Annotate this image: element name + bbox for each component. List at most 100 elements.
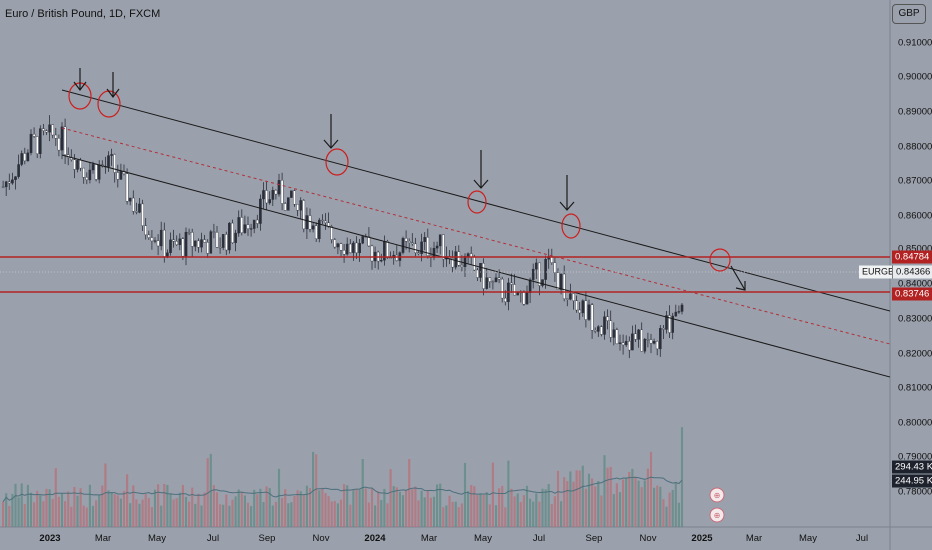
volume-bar: [82, 505, 85, 527]
volume-bar: [246, 502, 250, 527]
candle: [221, 234, 225, 248]
candle: [668, 315, 671, 333]
highlight-circle[interactable]: [325, 148, 349, 176]
candle: [277, 180, 281, 195]
volume-bar: [364, 488, 367, 527]
volume-bar: [73, 486, 76, 527]
volume-bar: [163, 483, 166, 527]
volume-bar: [374, 505, 377, 527]
volume-bar: [318, 490, 321, 527]
volume-bar: [501, 485, 504, 527]
volume-bar: [612, 494, 615, 527]
arrow-down-right-icon[interactable]: [730, 265, 746, 291]
candle: [29, 133, 33, 154]
event-marker-icon[interactable]: ⊕: [709, 487, 725, 503]
volume-bar: [429, 497, 432, 527]
candle: [618, 342, 622, 344]
volume-bar: [104, 463, 107, 527]
candle: [423, 237, 427, 243]
volume-bar: [175, 498, 178, 527]
svg-text:⊕: ⊕: [714, 491, 721, 500]
event-marker-icon[interactable]: ⊕: [709, 507, 725, 523]
candle: [531, 268, 535, 280]
volume-bar: [225, 494, 228, 527]
volume-ma-line: [2, 476, 683, 502]
candle: [283, 203, 287, 211]
arrow-down-icon[interactable]: [473, 150, 489, 189]
candle: [243, 224, 247, 233]
channel-lower-line[interactable]: [61, 154, 891, 378]
volume-bar: [76, 495, 79, 527]
volume-bar: [57, 496, 60, 527]
volume-bar: [299, 491, 302, 527]
candles: [1, 115, 684, 359]
price-tick-label: 0.81000: [898, 382, 932, 394]
volume-bar: [101, 485, 104, 527]
candle: [457, 251, 461, 266]
volume-bar: [203, 492, 206, 527]
candle: [566, 298, 569, 300]
candle: [336, 243, 340, 248]
arrow-down-icon[interactable]: [73, 68, 87, 91]
candle: [624, 341, 628, 346]
volume-bar: [181, 484, 184, 527]
arrow-down-icon[interactable]: [323, 114, 339, 149]
volume-bar: [200, 505, 203, 527]
volume-bar: [603, 455, 606, 527]
volume-bar: [243, 495, 246, 527]
candle: [612, 329, 616, 338]
candle: [318, 219, 321, 239]
volume-bar: [671, 489, 674, 527]
candle: [94, 164, 98, 180]
channel-middle-line[interactable]: [61, 127, 891, 345]
candle: [308, 215, 312, 230]
price-tick-label: 0.90000: [898, 71, 932, 83]
volume-bar: [277, 468, 281, 527]
currency-badge[interactable]: GBP: [892, 4, 926, 24]
candle: [522, 292, 526, 305]
candle: [370, 245, 374, 262]
volume-bar: [417, 500, 420, 527]
volume-bar: [367, 502, 370, 527]
volume-bar: [532, 501, 535, 527]
highlight-circle[interactable]: [561, 213, 581, 239]
volume-ma-tag: 244.95 K: [892, 474, 932, 488]
candle: [249, 228, 253, 230]
candle: [367, 236, 371, 247]
candle: [395, 254, 399, 261]
volume-bar: [36, 490, 39, 527]
volume-bar: [504, 507, 507, 527]
volume-bar: [538, 501, 541, 527]
candle: [655, 341, 659, 350]
candle: [63, 126, 67, 155]
channel-upper-line[interactable]: [61, 89, 891, 312]
volume-bar: [420, 490, 423, 527]
candle: [215, 232, 219, 248]
volume-bar: [575, 470, 578, 527]
volume-bar: [324, 493, 327, 527]
volume-bar: [20, 483, 23, 527]
volume-bar: [659, 486, 662, 527]
annotations[interactable]: [68, 68, 746, 291]
time-label: Mar: [420, 533, 438, 544]
candle: [339, 243, 343, 251]
candle: [417, 252, 420, 254]
highlight-circle[interactable]: [467, 190, 487, 214]
candle: [181, 238, 185, 257]
highlight-circle[interactable]: [97, 90, 121, 118]
chart-title[interactable]: Euro / British Pound, 1D, FXCM: [5, 8, 161, 20]
volume-bar: [222, 504, 225, 527]
volume-bar: [296, 490, 299, 527]
candle: [26, 152, 30, 162]
time-label: 2024: [364, 533, 386, 544]
arrow-down-icon[interactable]: [106, 72, 120, 98]
highlight-circle[interactable]: [709, 248, 731, 272]
candle: [460, 265, 464, 267]
candle: [231, 222, 234, 243]
arrow-down-icon[interactable]: [559, 175, 575, 211]
volume-bar: [628, 471, 631, 527]
volume-bar: [256, 494, 259, 527]
volume-bar: [215, 492, 219, 527]
